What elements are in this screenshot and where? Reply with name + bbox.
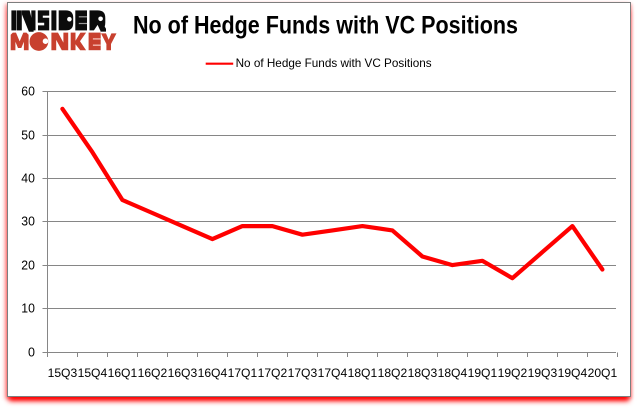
svg-text:No of Hedge Funds with VC Posi: No of Hedge Funds with VC Positions [236, 56, 432, 70]
svg-text:18Q2: 18Q2 [378, 366, 408, 380]
svg-text:16Q1: 16Q1 [108, 366, 138, 380]
svg-text:17Q4: 17Q4 [318, 366, 348, 380]
svg-text:18Q3: 18Q3 [408, 366, 438, 380]
svg-text:No of Hedge Funds with VC Posi: No of Hedge Funds with VC Positions [133, 12, 518, 40]
svg-text:19Q1: 19Q1 [468, 366, 498, 380]
svg-text:20: 20 [21, 258, 35, 272]
svg-text:18Q4: 18Q4 [438, 366, 468, 380]
svg-text:19Q2: 19Q2 [498, 366, 528, 380]
svg-text:50: 50 [21, 128, 35, 142]
svg-text:19Q3: 19Q3 [528, 366, 558, 380]
svg-text:16Q2: 16Q2 [138, 366, 168, 380]
svg-text:40: 40 [21, 171, 35, 185]
svg-text:15Q3: 15Q3 [48, 366, 78, 380]
svg-text:60: 60 [21, 84, 35, 98]
svg-text:16Q3: 16Q3 [168, 366, 198, 380]
svg-text:18Q1: 18Q1 [348, 366, 378, 380]
svg-text:17Q2: 17Q2 [258, 366, 288, 380]
svg-text:15Q4: 15Q4 [78, 366, 108, 380]
svg-text:20Q1: 20Q1 [588, 366, 618, 380]
svg-text:17Q1: 17Q1 [228, 366, 258, 380]
svg-text:0: 0 [28, 345, 35, 359]
svg-text:30: 30 [21, 214, 35, 228]
svg-text:19Q4: 19Q4 [558, 366, 588, 380]
svg-text:17Q3: 17Q3 [288, 366, 318, 380]
svg-text:16Q4: 16Q4 [198, 366, 228, 380]
svg-text:10: 10 [21, 301, 35, 315]
